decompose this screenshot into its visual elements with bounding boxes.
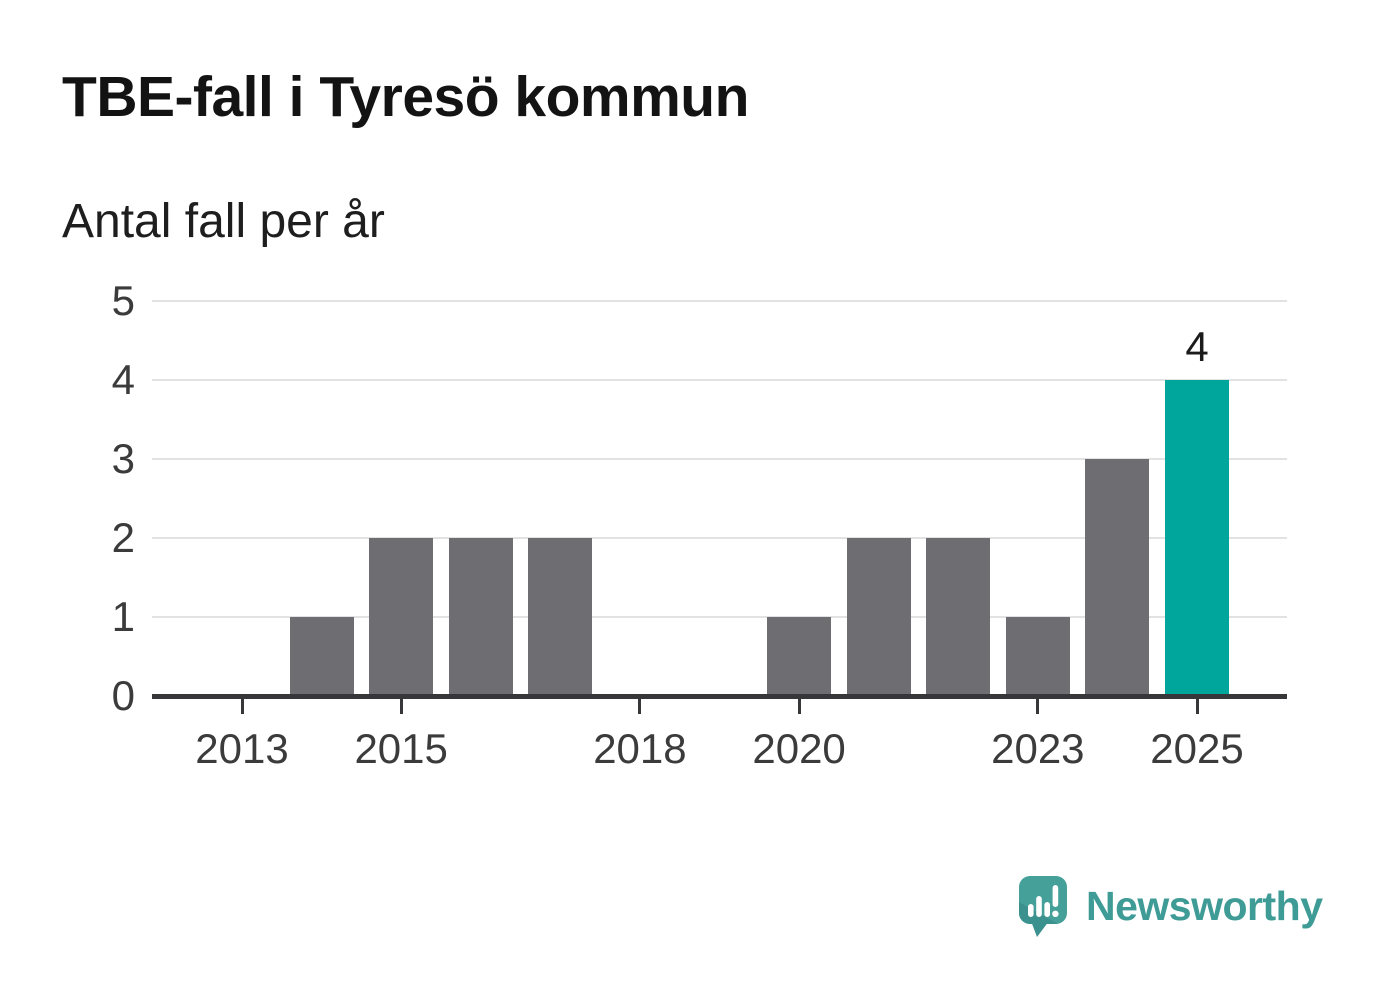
x-tick-label: 2020: [752, 725, 846, 772]
brand-name: Newsworthy: [1086, 882, 1323, 929]
bar-2017: [528, 538, 593, 697]
x-tick-label: 2023: [991, 725, 1085, 772]
bar-2015: [369, 538, 434, 697]
x-tick: [1036, 699, 1040, 714]
x-tick: [399, 699, 403, 714]
x-tick: [240, 699, 244, 714]
y-tick-label: 0: [111, 672, 135, 719]
newsworthy-logo-icon: [1019, 875, 1067, 937]
gridline: [152, 537, 1287, 539]
x-tick-label: 2025: [1150, 725, 1244, 772]
gridline: [152, 616, 1287, 618]
brand-footer: Newsworthy: [1018, 874, 1323, 938]
gridline: [152, 379, 1287, 381]
chart-subtitle: Antal fall per år: [62, 195, 385, 248]
gridline: [152, 300, 1287, 302]
bar-2021: [846, 538, 911, 697]
chart-title: TBE-fall i Tyresö kommun: [62, 65, 749, 129]
bar-2022: [926, 538, 991, 697]
x-tick-label: 2015: [354, 725, 448, 772]
x-axis-line: [152, 694, 1287, 699]
bar-2014: [289, 617, 354, 697]
y-tick-label: 4: [111, 356, 135, 403]
y-tick-label: 2: [111, 514, 135, 561]
y-tick-label: 3: [111, 435, 135, 482]
y-tick-label: 1: [111, 593, 135, 640]
x-tick-label: 2018: [593, 725, 687, 772]
x-tick: [797, 699, 801, 714]
gridline: [152, 458, 1287, 460]
bar-value-label: 4: [1185, 323, 1209, 370]
bar-2016: [448, 538, 513, 697]
x-tick: [1195, 699, 1199, 714]
bar-2020: [767, 617, 832, 697]
bar-2025: [1165, 380, 1229, 697]
logo-bars: [1028, 884, 1059, 917]
bar-2023: [1005, 617, 1070, 697]
x-tick: [638, 699, 642, 714]
y-tick-label: 5: [111, 277, 135, 324]
x-tick-label: 2013: [195, 725, 289, 772]
bar-2024: [1085, 459, 1150, 697]
